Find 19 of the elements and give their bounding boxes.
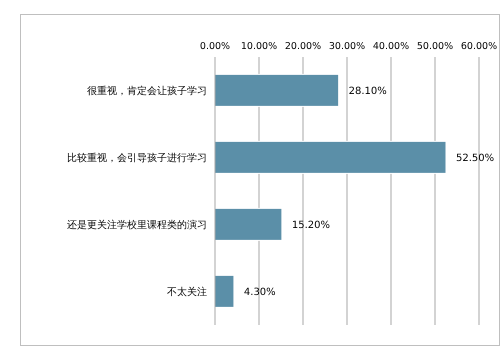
data-label: 28.10% bbox=[348, 86, 387, 97]
y-tick-label: 很重视，肯定会让孩子学习 bbox=[87, 85, 207, 98]
bar bbox=[215, 140, 446, 174]
x-tick-label: 30.00% bbox=[328, 41, 366, 52]
bar bbox=[215, 74, 340, 107]
x-tick-label: 40.00% bbox=[372, 41, 410, 52]
bar bbox=[215, 274, 234, 308]
x-tick-label: 10.00% bbox=[240, 41, 278, 52]
x-tick-label: 50.00% bbox=[416, 41, 454, 52]
y-tick-label: 还是更关注学校里课程类的演习 bbox=[67, 219, 207, 232]
data-label: 52.50% bbox=[456, 152, 494, 164]
bar bbox=[215, 208, 282, 241]
y-tick-label: 不太关注 bbox=[167, 286, 207, 298]
data-label: 15.20% bbox=[292, 220, 330, 231]
x-tick-label: 60.00% bbox=[460, 41, 498, 52]
x-tick-label: 0.00% bbox=[200, 41, 230, 52]
y-tick-label: 比较重视，会引导孩子进行学习 bbox=[67, 152, 207, 164]
data-label: 4.30% bbox=[244, 286, 276, 298]
x-tick-label: 20.00% bbox=[284, 41, 322, 52]
